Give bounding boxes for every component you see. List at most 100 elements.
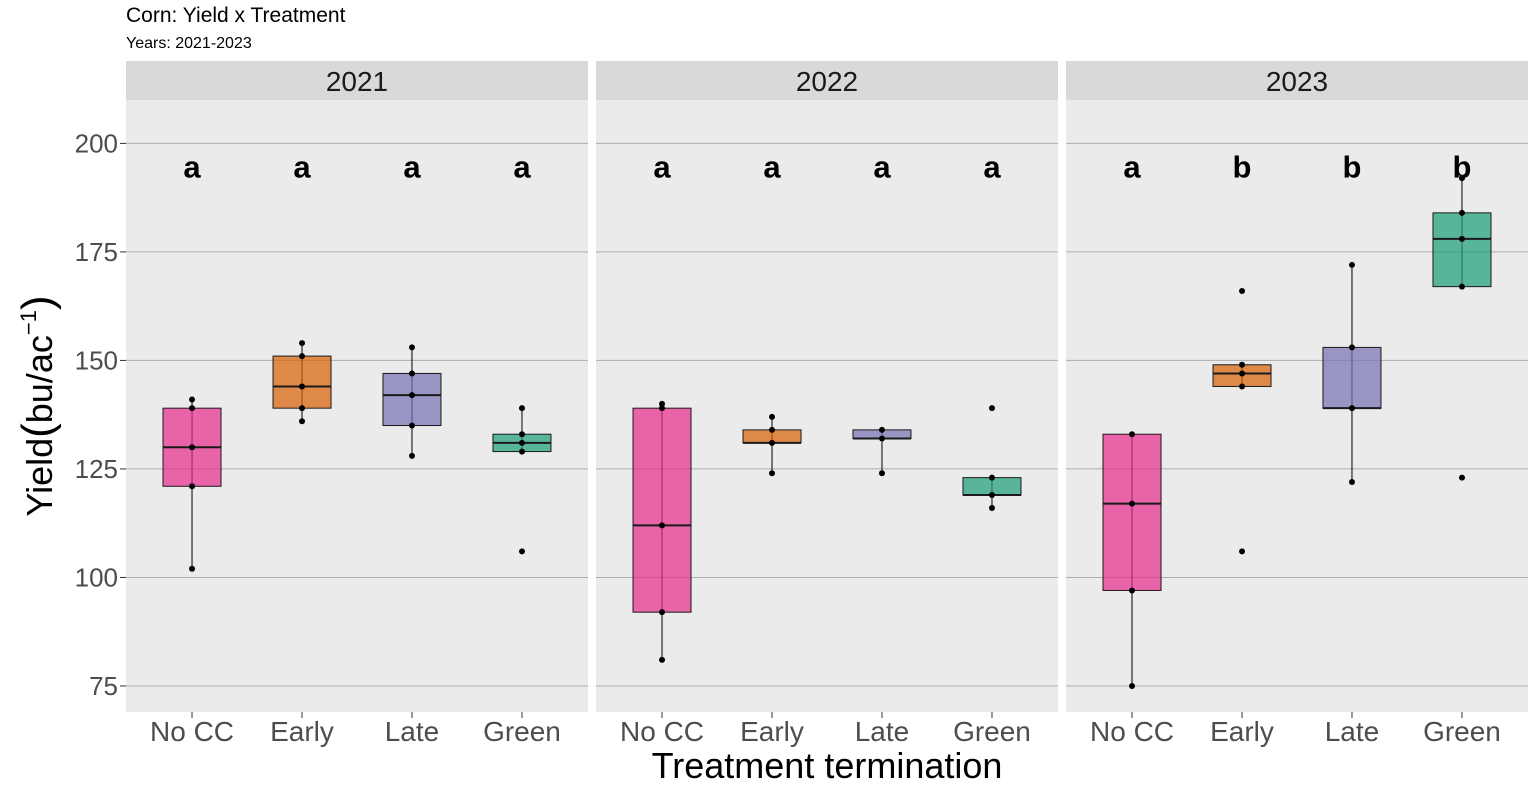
data-point — [408, 344, 415, 351]
box-green — [1432, 212, 1492, 288]
data-point — [189, 396, 196, 403]
data-point — [878, 435, 885, 442]
data-point — [1129, 500, 1136, 507]
significance-letter: b — [1233, 149, 1252, 184]
significance-letter: a — [293, 149, 311, 184]
data-point — [988, 491, 995, 498]
box-early — [272, 355, 332, 409]
data-point — [1129, 431, 1136, 438]
significance-letter: b — [1343, 149, 1362, 184]
data-point — [1458, 283, 1465, 290]
significance-letter: a — [873, 149, 891, 184]
data-point — [408, 422, 415, 429]
x-tick-label: Early — [1210, 716, 1274, 747]
data-point — [1458, 474, 1465, 481]
x-tick-label: Early — [270, 716, 334, 747]
significance-letter: b — [1453, 149, 1472, 184]
panel-background — [596, 100, 1058, 712]
significance-letter: a — [513, 149, 531, 184]
data-point — [769, 413, 776, 420]
data-point — [659, 405, 666, 412]
data-point — [659, 609, 666, 616]
data-point — [769, 426, 776, 433]
box-no-cc — [632, 407, 692, 613]
x-tick-label: Early — [740, 716, 804, 747]
data-point — [878, 426, 885, 433]
y-tick-label: 75 — [89, 671, 118, 701]
x-axis-label: Treatment termination — [652, 745, 1003, 786]
data-point — [299, 405, 306, 412]
data-point — [189, 405, 196, 412]
data-point — [299, 383, 306, 390]
box-no-cc — [1102, 433, 1162, 591]
data-point — [988, 505, 995, 511]
significance-letter: a — [983, 149, 1001, 184]
data-point — [1239, 287, 1246, 294]
data-point — [1239, 383, 1246, 390]
x-tick-label: Late — [385, 716, 440, 747]
data-point — [518, 431, 525, 438]
significance-letter: a — [653, 149, 671, 184]
panel-background — [1066, 100, 1528, 712]
data-point — [878, 470, 885, 477]
data-point — [1348, 478, 1355, 485]
y-tick-label: 150 — [75, 345, 118, 375]
y-tick-label: 175 — [75, 237, 118, 267]
data-point — [1129, 682, 1136, 689]
data-point — [1348, 344, 1355, 351]
facet-panel-2022: 2022 a No CC a Early a Late a Green — [596, 61, 1058, 747]
data-point — [408, 452, 415, 459]
data-point — [1239, 361, 1246, 368]
data-point — [1239, 548, 1246, 555]
data-point — [659, 400, 666, 407]
x-tick-label: Green — [1423, 716, 1501, 747]
data-point — [518, 448, 525, 455]
x-tick-label: No CC — [1090, 716, 1174, 747]
data-point — [988, 474, 995, 481]
data-point — [1348, 261, 1355, 268]
data-point — [1458, 235, 1465, 242]
x-tick-label: Late — [855, 716, 910, 747]
data-point — [659, 656, 666, 663]
box-late — [382, 372, 442, 427]
facet-label: 2021 — [326, 66, 388, 97]
data-point — [659, 522, 666, 529]
data-point — [1458, 209, 1465, 216]
data-point — [769, 470, 776, 477]
x-tick-label: No CC — [620, 716, 704, 747]
facet-panel-2023: 2023 a No CC b Early b Late b Green — [1066, 61, 1528, 747]
facet-strip — [1066, 61, 1528, 100]
box-late — [1322, 346, 1382, 409]
x-tick-label: Green — [953, 716, 1031, 747]
data-point — [299, 353, 306, 360]
data-point — [189, 483, 196, 490]
panel-background — [126, 100, 588, 712]
facet-label: 2022 — [796, 66, 858, 97]
significance-letter: a — [183, 149, 201, 184]
data-point — [518, 405, 525, 412]
facet-panel-2021: 2021 a No CC a Early a Late a Green — [126, 61, 588, 747]
significance-letter: a — [403, 149, 421, 184]
significance-letter: a — [1123, 149, 1141, 184]
significance-letter: a — [763, 149, 781, 184]
facet-label: 2023 — [1266, 66, 1328, 97]
data-point — [189, 444, 196, 451]
data-point — [1239, 370, 1246, 377]
chart-subtitle: Years: 2021-2023 — [126, 35, 252, 52]
data-point — [769, 439, 776, 446]
data-point — [408, 370, 415, 377]
data-point — [988, 405, 995, 412]
y-axis-label: Yield(bu/ac−1) — [13, 295, 62, 516]
data-point — [1129, 587, 1136, 594]
data-point — [1348, 405, 1355, 412]
x-tick-label: No CC — [150, 716, 234, 747]
data-point — [189, 565, 196, 572]
y-tick-label: 125 — [75, 454, 118, 484]
x-tick-label: Green — [483, 716, 561, 747]
y-tick-label: 100 — [75, 562, 118, 592]
x-tick-label: Late — [1325, 716, 1380, 747]
data-point — [299, 340, 306, 347]
data-point — [299, 418, 306, 425]
data-point — [518, 439, 525, 446]
